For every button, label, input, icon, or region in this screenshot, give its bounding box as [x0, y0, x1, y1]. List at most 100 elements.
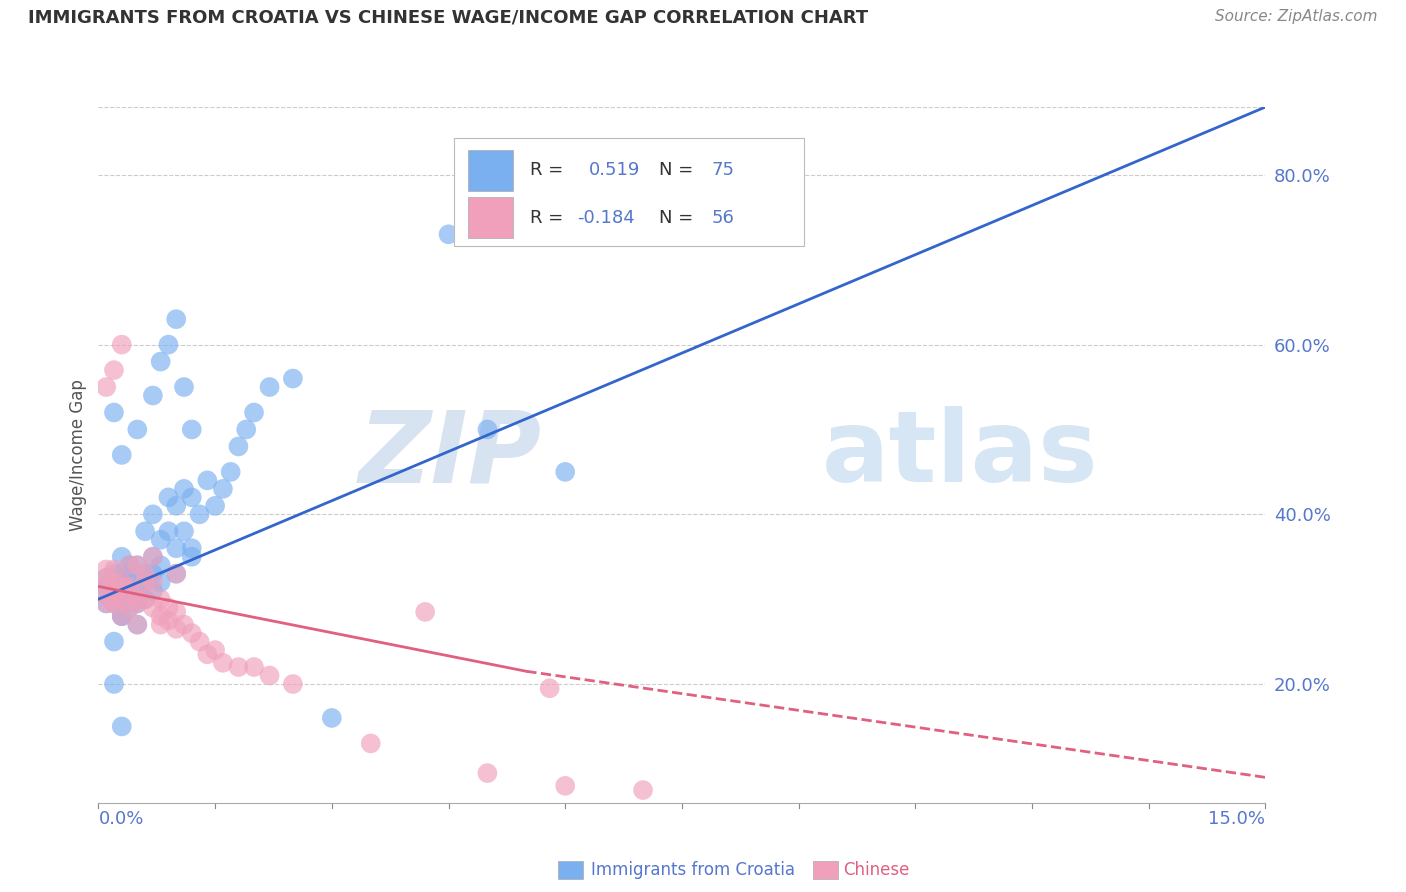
Text: N =: N =	[658, 161, 693, 179]
Point	[103, 583, 125, 598]
Point	[118, 558, 141, 573]
Point	[127, 575, 149, 590]
Point	[103, 562, 125, 576]
Point	[142, 583, 165, 598]
Point	[477, 766, 499, 780]
Point	[180, 491, 202, 505]
Point	[111, 609, 134, 624]
Point	[142, 388, 165, 402]
Point	[103, 634, 125, 648]
Point	[103, 592, 125, 607]
Point	[149, 592, 172, 607]
Point	[204, 643, 226, 657]
Point	[281, 371, 304, 385]
Point	[118, 566, 141, 581]
Point	[165, 605, 187, 619]
Text: Chinese: Chinese	[844, 861, 910, 879]
Point	[127, 596, 149, 610]
Text: 56: 56	[711, 209, 734, 227]
Point	[103, 566, 125, 581]
Point	[96, 588, 118, 602]
Point	[118, 579, 141, 593]
Point	[127, 617, 149, 632]
Point	[96, 380, 118, 394]
Point	[188, 634, 211, 648]
Text: 0.0%: 0.0%	[98, 810, 143, 828]
Point	[111, 575, 134, 590]
Point	[96, 579, 118, 593]
Point	[188, 508, 211, 522]
Point	[165, 499, 187, 513]
Point	[96, 579, 118, 593]
Point	[96, 571, 118, 585]
Point	[111, 549, 134, 564]
Point	[127, 592, 149, 607]
Point	[212, 656, 235, 670]
Text: -0.184: -0.184	[576, 209, 634, 227]
Bar	[468, 197, 513, 238]
Point	[103, 583, 125, 598]
Point	[118, 600, 141, 615]
Text: ZIP: ZIP	[359, 407, 541, 503]
Point	[103, 363, 125, 377]
Point	[142, 566, 165, 581]
Point	[180, 626, 202, 640]
Point	[127, 617, 149, 632]
Point	[228, 660, 250, 674]
Point	[243, 660, 266, 674]
Point	[173, 524, 195, 539]
Point	[157, 524, 180, 539]
Point	[149, 558, 172, 573]
Point	[96, 596, 118, 610]
Text: Source: ZipAtlas.com: Source: ZipAtlas.com	[1215, 9, 1378, 24]
Point	[219, 465, 242, 479]
Point	[165, 622, 187, 636]
Point	[554, 779, 576, 793]
Point	[103, 596, 125, 610]
Point	[111, 575, 134, 590]
Point	[173, 380, 195, 394]
Point	[259, 380, 281, 394]
Point	[103, 596, 125, 610]
Point	[142, 575, 165, 590]
Point	[134, 592, 156, 607]
Point	[243, 405, 266, 419]
Point	[165, 566, 187, 581]
Point	[554, 465, 576, 479]
Point	[103, 405, 125, 419]
Point	[127, 558, 149, 573]
Point	[103, 575, 125, 590]
Point	[180, 541, 202, 556]
Point	[118, 583, 141, 598]
Point	[157, 337, 180, 351]
Text: 0.519: 0.519	[589, 161, 640, 179]
Text: 15.0%: 15.0%	[1208, 810, 1265, 828]
Point	[111, 337, 134, 351]
Point	[118, 558, 141, 573]
Point	[96, 562, 118, 576]
Point	[631, 783, 654, 797]
Point	[157, 613, 180, 627]
Point	[281, 677, 304, 691]
Text: atlas: atlas	[823, 407, 1098, 503]
Point	[149, 617, 172, 632]
Point	[157, 600, 180, 615]
Point	[142, 549, 165, 564]
Point	[134, 524, 156, 539]
Point	[204, 499, 226, 513]
Text: 75: 75	[711, 161, 734, 179]
Point	[127, 558, 149, 573]
Point	[96, 588, 118, 602]
Text: IMMIGRANTS FROM CROATIA VS CHINESE WAGE/INCOME GAP CORRELATION CHART: IMMIGRANTS FROM CROATIA VS CHINESE WAGE/…	[28, 9, 869, 27]
Point	[118, 579, 141, 593]
Point	[103, 677, 125, 691]
Point	[360, 736, 382, 750]
Point	[134, 592, 156, 607]
Text: R =: R =	[530, 161, 564, 179]
Point	[195, 474, 218, 488]
Point	[142, 549, 165, 564]
Text: N =: N =	[658, 209, 693, 227]
Point	[103, 575, 125, 590]
Point	[413, 605, 436, 619]
Point	[157, 491, 180, 505]
